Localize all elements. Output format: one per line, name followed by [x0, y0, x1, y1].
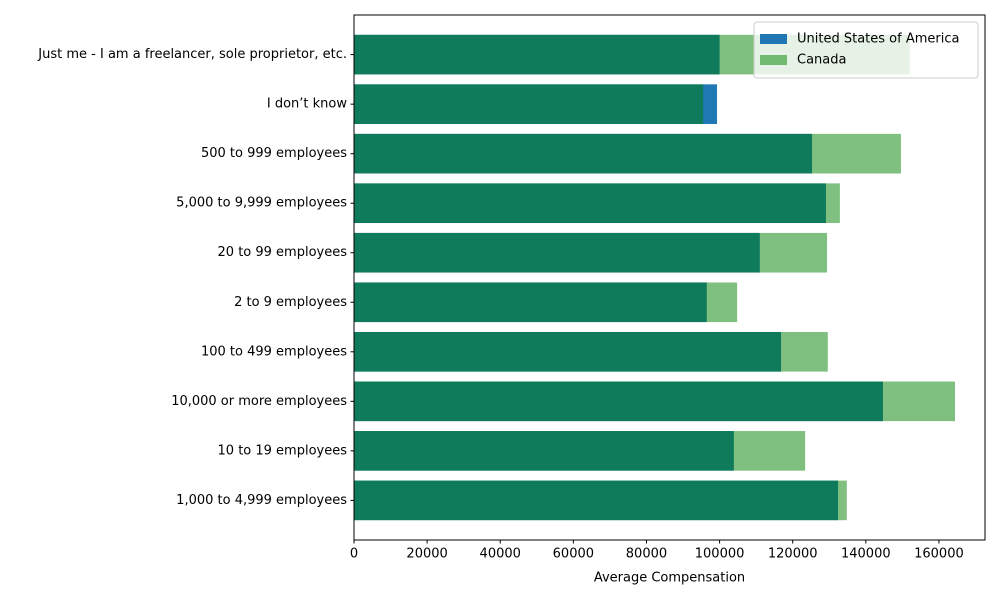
x-tick-label: 80000 — [626, 547, 667, 562]
y-tick-label: 100 to 499 employees — [201, 344, 347, 359]
y-tick-label: 10,000 or more employees — [171, 394, 347, 409]
bar — [354, 331, 828, 372]
y-tick-label: I don’t know — [267, 97, 347, 112]
plot-frame — [353, 14, 986, 541]
y-tick-label: 2 to 9 employees — [234, 295, 347, 310]
bar — [354, 232, 828, 273]
y-tick-label: 20 to 99 employees — [218, 245, 348, 260]
x-axis-label: Average Compensation — [594, 571, 745, 586]
legend-box — [753, 21, 979, 79]
bar — [354, 133, 901, 174]
x-tick-label: 20000 — [406, 547, 447, 562]
bar — [354, 282, 738, 323]
legend-swatch — [760, 55, 787, 65]
x-tick-label: 100000 — [695, 547, 745, 562]
x-tick-label: 40000 — [480, 547, 521, 562]
x-tick-label: 0 — [350, 547, 358, 562]
y-tick-label: Just me - I am a freelancer, sole propri… — [37, 47, 347, 62]
bar — [354, 431, 806, 471]
legend-swatch — [760, 34, 787, 44]
legend-label: Canada — [797, 53, 846, 68]
bar — [354, 84, 704, 124]
bar — [354, 480, 847, 521]
y-tick-label: 5,000 to 9,999 employees — [176, 196, 347, 211]
y-tick-label: 500 to 999 employees — [201, 146, 347, 161]
x-tick-label: 60000 — [553, 547, 594, 562]
bar — [354, 183, 840, 224]
y-tick-label: 10 to 19 employees — [218, 443, 348, 458]
legend-label: United States of America — [797, 32, 959, 47]
y-tick-label: 1,000 to 4,999 employees — [176, 493, 347, 508]
x-tick-label: 120000 — [768, 547, 818, 562]
bar — [354, 381, 956, 422]
x-tick-label: 160000 — [914, 547, 964, 562]
x-tick-label: 140000 — [841, 547, 891, 562]
